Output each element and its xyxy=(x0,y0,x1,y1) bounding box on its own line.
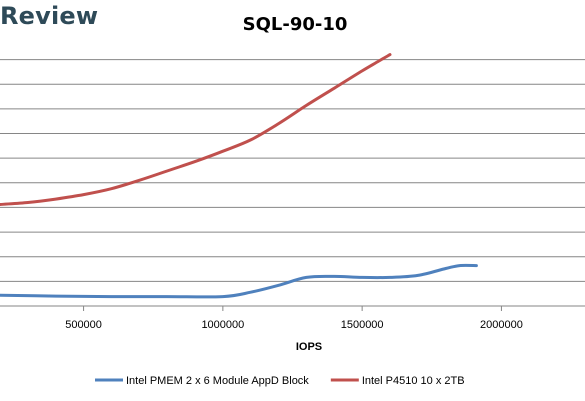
x-axis-label: IOPS xyxy=(296,341,322,353)
series-lines xyxy=(0,53,478,299)
legend: Intel PMEM 2 x 6 Module AppD Block Intel … xyxy=(95,375,465,387)
gridlines xyxy=(0,59,585,282)
series-line-1 xyxy=(0,263,478,299)
site-logo-text: Review xyxy=(0,2,99,30)
chart-title: SQL-90-10 xyxy=(242,14,348,35)
x-tick-label: 500000 xyxy=(65,319,102,331)
x-tick-label: 1500000 xyxy=(341,319,384,331)
x-tick-label: 1000000 xyxy=(201,319,244,331)
x-axis: 500000 1000000 1500000 2000000 xyxy=(0,305,585,331)
series-line-2 xyxy=(0,53,392,206)
x-tick-label: 2000000 xyxy=(480,319,523,331)
legend-label-1: Intel PMEM 2 x 6 Module AppD Block xyxy=(126,375,309,387)
legend-label-2: Intel P4510 10 x 2TB xyxy=(362,375,465,387)
